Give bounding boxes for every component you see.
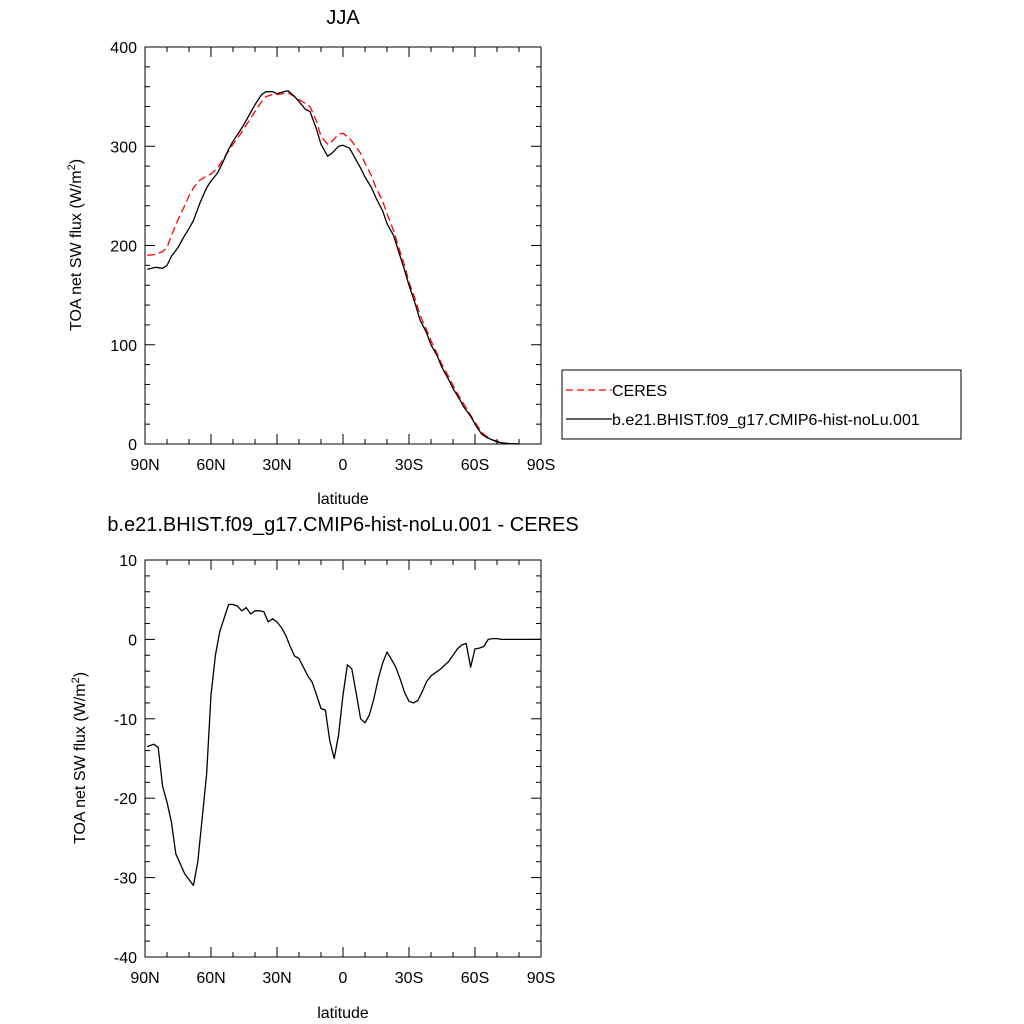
x-tick-label: 90S [527, 970, 555, 987]
x-axis-label: latitude [317, 1005, 369, 1022]
y-tick-label: 400 [110, 40, 137, 57]
plot-frame [144, 559, 542, 958]
x-tick-label: 30S [395, 970, 423, 987]
y-tick-label: -10 [114, 712, 137, 729]
x-tick-label: 30S [395, 457, 423, 474]
x-tick-label: 90S [527, 457, 555, 474]
y-tick-label: -40 [114, 950, 137, 967]
panel-top: JJA 90N 60N 30N 0 30S 60S 90S 0 100 200 300 400 lat… [66, 7, 962, 508]
y-tick-label: 0 [128, 437, 137, 454]
y-tick-label: 300 [110, 139, 137, 156]
chart-title: JJA [326, 7, 360, 29]
plot-frame [144, 46, 542, 445]
x-tick-label: 30N [262, 970, 291, 987]
chart-title: b.e21.BHIST.f09_g17.CMIP6-hist-noLu.001 … [107, 514, 578, 536]
panel-bottom: b.e21.BHIST.f09_g17.CMIP6-hist-noLu.001 … [70, 514, 579, 1022]
series-line-ceres [147, 92, 520, 445]
y-axis-label: TOA net SW flux (W/m2) [66, 159, 85, 331]
y-tick-label: -20 [114, 791, 137, 808]
series-line-model [147, 90, 520, 445]
y-tick-label: -30 [114, 871, 137, 888]
y-tick-label: 100 [110, 338, 137, 355]
y-tick-label: 10 [119, 553, 137, 570]
legend-box [561, 369, 962, 440]
legend-label-model: b.e21.BHIST.f09_g17.CMIP6-hist-noLu.001 [612, 412, 920, 429]
x-tick-label: 60N [196, 457, 225, 474]
x-tick-label: 90N [130, 457, 159, 474]
legend: CERES b.e21.BHIST.f09_g17.CMIP6-hist-noL… [561, 369, 962, 440]
x-tick-label: 60S [461, 457, 489, 474]
x-tick-label: 0 [339, 970, 348, 987]
x-tick-label: 90N [130, 970, 159, 987]
series-line-difference [146, 603, 541, 887]
x-tick-label: 60S [461, 970, 489, 987]
legend-label-ceres: CERES [612, 383, 667, 400]
y-tick-label: 200 [110, 239, 137, 256]
x-axis-label: latitude [317, 491, 369, 508]
y-axis-label: TOA net SW flux (W/m2) [70, 672, 89, 844]
x-tick-label: 60N [196, 970, 225, 987]
x-tick-label: 30N [262, 457, 291, 474]
y-tick-label: 0 [128, 632, 137, 649]
x-tick-label: 0 [339, 457, 348, 474]
